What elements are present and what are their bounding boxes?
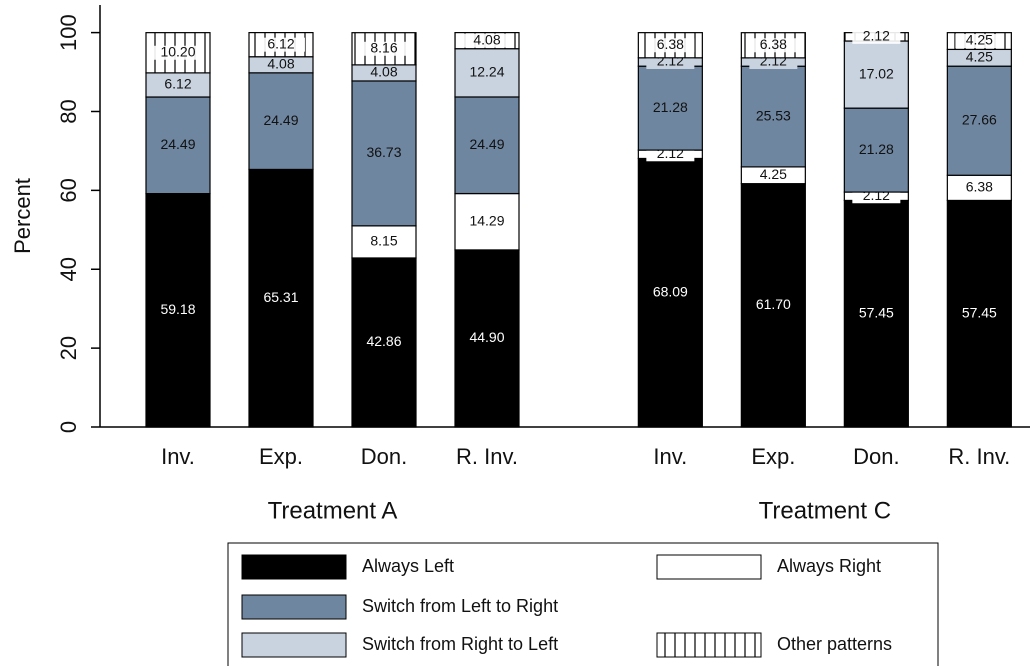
bar-segment bbox=[740, 183, 806, 428]
value-label: 6.38 bbox=[966, 179, 993, 195]
y-tick-label: 40 bbox=[56, 257, 81, 281]
value-label: 6.12 bbox=[164, 76, 191, 92]
value-label: 17.02 bbox=[859, 65, 894, 81]
legend-swatch bbox=[656, 554, 762, 580]
value-label: 4.08 bbox=[370, 64, 397, 80]
value-label: 27.66 bbox=[962, 111, 997, 127]
value-label-bg bbox=[852, 189, 901, 204]
value-label: 6.38 bbox=[760, 36, 787, 52]
legend-label: Switch from Left to Right bbox=[362, 596, 558, 616]
value-label-bg bbox=[646, 38, 695, 53]
bar-segment bbox=[351, 225, 417, 259]
value-label-bg bbox=[154, 45, 202, 60]
y-tick-label: 60 bbox=[56, 178, 81, 202]
value-label-bg bbox=[360, 41, 408, 56]
bar-segment bbox=[145, 192, 211, 428]
legend-label: Other patterns bbox=[777, 634, 892, 654]
bar-segment bbox=[637, 65, 703, 151]
value-label-bg bbox=[955, 34, 1004, 49]
value-label: 68.09 bbox=[653, 283, 688, 299]
value-label-bg bbox=[257, 37, 305, 52]
value-label: 44.90 bbox=[469, 329, 504, 345]
legend-label: Always Right bbox=[777, 556, 881, 576]
value-label: 21.28 bbox=[653, 99, 688, 115]
bar-segment bbox=[454, 48, 520, 98]
value-label: 14.29 bbox=[469, 212, 504, 228]
value-label: 4.25 bbox=[966, 48, 993, 64]
value-label: 59.18 bbox=[160, 301, 195, 317]
value-label: 12.24 bbox=[469, 64, 504, 80]
value-label: 61.70 bbox=[756, 296, 791, 312]
value-label-bg bbox=[749, 38, 798, 53]
legend-swatch bbox=[656, 632, 762, 658]
x-tick-label: Inv. bbox=[161, 444, 195, 469]
bar-segment bbox=[946, 174, 1012, 202]
legend-swatch bbox=[241, 632, 347, 658]
bar-segment bbox=[454, 192, 520, 251]
bar-segment bbox=[351, 80, 417, 227]
group-label: Treatment C bbox=[759, 497, 891, 524]
value-label-bg bbox=[749, 55, 798, 70]
value-label: 42.86 bbox=[366, 333, 401, 349]
x-tick-label: Exp. bbox=[751, 444, 795, 469]
value-label: 24.49 bbox=[263, 112, 298, 128]
y-tick-label: 0 bbox=[56, 421, 81, 433]
bar-segment bbox=[740, 65, 806, 168]
value-label: 24.49 bbox=[160, 136, 195, 152]
x-tick-label: Don. bbox=[361, 444, 407, 469]
y-tick-label: 100 bbox=[56, 14, 81, 51]
value-label: 57.45 bbox=[962, 304, 997, 320]
value-label: 6.12 bbox=[267, 35, 294, 51]
legend-swatch bbox=[241, 554, 347, 580]
y-tick-label: 80 bbox=[56, 99, 81, 123]
bar-segment bbox=[454, 249, 520, 428]
x-tick-label: Exp. bbox=[259, 444, 303, 469]
bar-segment bbox=[248, 72, 314, 171]
value-label: 6.38 bbox=[657, 36, 684, 52]
x-tick-label: R. Inv. bbox=[456, 444, 518, 469]
value-label-bg bbox=[955, 50, 1004, 65]
bar-segment bbox=[843, 40, 909, 109]
bar-segment bbox=[843, 199, 909, 428]
value-label: 25.53 bbox=[756, 107, 791, 123]
value-label: 65.31 bbox=[263, 289, 298, 305]
bar-segment bbox=[637, 157, 703, 428]
bar-segment bbox=[248, 168, 314, 428]
bar-segment bbox=[351, 257, 417, 428]
value-label: 2.12 bbox=[863, 28, 890, 44]
bar-segment bbox=[946, 199, 1012, 428]
value-label: 4.25 bbox=[760, 166, 787, 182]
y-axis-label: Percent bbox=[10, 178, 35, 254]
bar-segment bbox=[454, 96, 520, 195]
y-tick-label: 20 bbox=[56, 336, 81, 360]
value-label-bg bbox=[749, 168, 798, 183]
value-label: 24.49 bbox=[469, 136, 504, 152]
value-label-bg bbox=[257, 57, 305, 72]
legend-label: Always Left bbox=[362, 556, 454, 576]
x-tick-label: Don. bbox=[853, 444, 899, 469]
bar-segment bbox=[946, 65, 1012, 176]
value-label: 8.16 bbox=[370, 39, 397, 55]
legend-swatch bbox=[241, 594, 347, 620]
x-tick-label: R. Inv. bbox=[948, 444, 1010, 469]
value-label-bg bbox=[360, 65, 408, 80]
value-label: 4.25 bbox=[966, 32, 993, 48]
value-label-bg bbox=[852, 29, 901, 44]
value-label: 10.20 bbox=[160, 43, 195, 59]
value-label: 4.08 bbox=[267, 55, 294, 71]
value-label: 36.73 bbox=[366, 144, 401, 160]
group-label: Treatment A bbox=[268, 497, 398, 524]
value-label-bg bbox=[463, 33, 511, 48]
value-label: 4.08 bbox=[473, 31, 500, 47]
value-label: 8.15 bbox=[370, 233, 397, 249]
value-label-bg bbox=[646, 54, 695, 69]
x-tick-label: Inv. bbox=[653, 444, 687, 469]
value-label: 57.45 bbox=[859, 304, 894, 320]
value-label: 21.28 bbox=[859, 141, 894, 157]
legend-label: Switch from Right to Left bbox=[362, 634, 558, 654]
value-label-bg bbox=[646, 147, 695, 162]
